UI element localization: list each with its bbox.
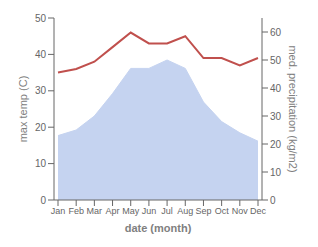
svg-text:10: 10 [270,167,282,178]
svg-text:20: 20 [270,139,282,150]
svg-text:0: 0 [40,195,46,206]
svg-text:30: 30 [270,111,282,122]
svg-text:60: 60 [270,27,282,38]
svg-text:Dec: Dec [250,206,267,216]
svg-text:Sep: Sep [195,206,211,216]
svg-text:30: 30 [35,85,47,96]
svg-text:10: 10 [35,158,47,169]
svg-text:Jun: Jun [142,206,157,216]
svg-text:50: 50 [270,55,282,66]
svg-text:0: 0 [270,195,276,206]
svg-text:50: 50 [35,13,47,24]
svg-text:May: May [122,206,140,216]
svg-text:max temp (C): max temp (C) [17,76,29,143]
svg-text:40: 40 [270,83,282,94]
svg-text:Apr: Apr [106,206,120,216]
svg-text:date (month): date (month) [125,222,192,234]
svg-text:Jul: Jul [161,206,173,216]
svg-text:Feb: Feb [68,206,84,216]
svg-text:40: 40 [35,49,47,60]
svg-text:Oct: Oct [215,206,230,216]
svg-text:Nov: Nov [232,206,249,216]
svg-text:Mar: Mar [87,206,103,216]
svg-text:med. precipitation (kg/m2): med. precipitation (kg/m2) [287,45,299,172]
svg-text:20: 20 [35,122,47,133]
svg-text:Jan: Jan [51,206,66,216]
svg-text:Aug: Aug [177,206,193,216]
